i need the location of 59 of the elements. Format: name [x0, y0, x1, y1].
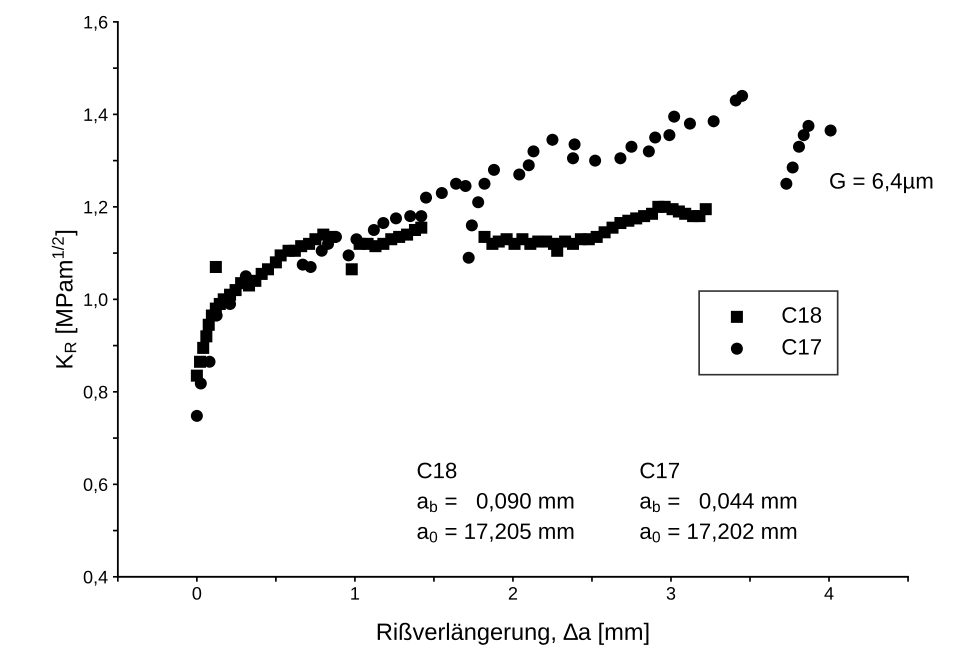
point — [708, 115, 720, 128]
y-tick-label: 1,4 — [84, 108, 108, 124]
point — [684, 118, 696, 130]
point — [668, 110, 680, 123]
y-tick-label: 1,6 — [84, 16, 108, 31]
point — [522, 159, 535, 172]
point — [527, 145, 540, 158]
point — [190, 410, 203, 422]
point — [415, 210, 428, 222]
legend-label: C18 — [782, 307, 822, 323]
point — [589, 154, 602, 167]
point — [462, 252, 475, 264]
point — [649, 131, 662, 144]
point — [472, 196, 484, 208]
point — [798, 129, 810, 142]
y-tick-label: 1,2 — [84, 200, 108, 216]
point — [642, 145, 655, 158]
legend-label: C17 — [782, 339, 821, 355]
point — [404, 210, 416, 222]
point — [566, 152, 580, 164]
annotation: C17 a$_{b}$ = 0,044 mm a$_{0}$ = 17,202 mm — [640, 462, 796, 543]
point — [460, 180, 472, 192]
point — [466, 219, 478, 232]
point — [663, 129, 676, 142]
point — [546, 134, 558, 146]
x-tick-label: 1 — [351, 587, 360, 600]
annotation: G = 6,4µm — [830, 173, 932, 194]
x-tick-label: 4 — [824, 587, 834, 600]
point — [350, 233, 363, 246]
point — [420, 192, 432, 204]
point — [342, 249, 355, 262]
y-tick-label: 1,0 — [84, 293, 108, 308]
point — [194, 377, 207, 390]
y-tick-label: 0,6 — [84, 478, 108, 494]
point — [390, 212, 402, 224]
y-tick-label: 0,4 — [84, 570, 108, 586]
point — [824, 124, 837, 137]
point — [478, 178, 491, 190]
point — [368, 224, 380, 236]
point — [436, 186, 448, 199]
point — [625, 140, 638, 153]
point — [792, 140, 806, 153]
point — [802, 120, 814, 132]
point — [488, 164, 500, 176]
point — [614, 152, 626, 164]
point — [736, 90, 748, 102]
point — [780, 178, 792, 190]
y-tick-label: 0,8 — [84, 386, 108, 401]
x-axis-title: Rißverlängerung, ∆a [mm] — [378, 622, 648, 645]
x-tick-label: 0 — [192, 587, 202, 600]
y-axis-title: K$_{R}$ [MPam$^{1/2}$] — [52, 230, 78, 368]
point — [568, 138, 581, 150]
x-tick-label: 3 — [666, 587, 676, 600]
point — [377, 217, 390, 230]
x-tick-label: 2 — [508, 587, 518, 600]
point — [304, 260, 317, 273]
annotation: C18 a$_{b}$ = 0,090 mm a$_{0}$ = 17,205 mm — [417, 462, 574, 543]
point — [786, 162, 799, 174]
point — [513, 168, 526, 180]
